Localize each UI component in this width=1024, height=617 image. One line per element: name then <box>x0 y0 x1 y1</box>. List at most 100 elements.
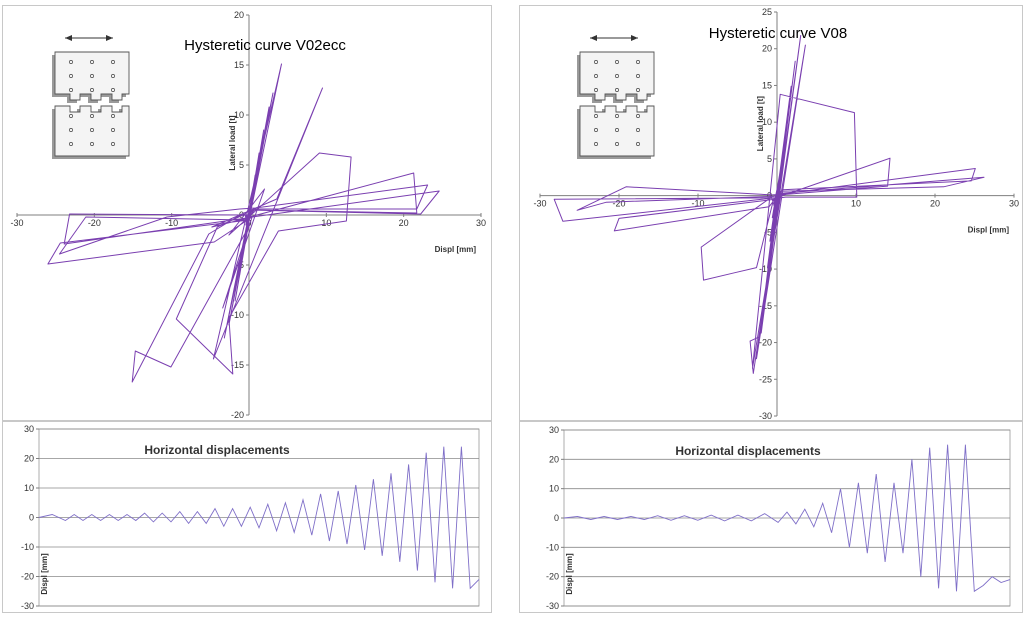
chart-title: Horizontal displacements <box>144 443 290 457</box>
specimen-pictogram <box>52 35 130 159</box>
right-hysteresis-chart: -30 -20 -10 0 10 20 30-30-25-20-15-10-50510152… <box>533 7 1019 421</box>
y-axis-label: Displ [mm] <box>565 553 574 595</box>
y-tick-label: 15 <box>234 60 244 70</box>
x-tick-label: 20 <box>399 218 409 228</box>
y-tick-label: -15 <box>231 360 244 370</box>
hysteresis-curve <box>47 63 440 383</box>
y-tick-label: 30 <box>24 424 34 434</box>
x-axis-label: Displ [mm] <box>435 245 477 254</box>
lower-plate <box>54 105 130 157</box>
bolt-hole <box>594 142 598 146</box>
bolt-hole <box>594 88 598 92</box>
y-tick-label: 20 <box>234 10 244 20</box>
bolt-hole <box>69 114 73 118</box>
y-axis-label: Displ [mm] <box>40 553 49 595</box>
bolt-hole <box>90 142 94 146</box>
y-tick-label: -10 <box>21 542 34 552</box>
x-axis-label: Displ [mm] <box>968 226 1010 235</box>
bolt-hole <box>111 88 115 92</box>
y-tick-label: -20 <box>759 338 772 348</box>
bolt-hole <box>90 128 94 132</box>
y-tick-label: -10 <box>546 542 559 552</box>
bolt-hole <box>111 142 115 146</box>
y-tick-label: 15 <box>762 80 772 90</box>
bolt-hole <box>636 88 640 92</box>
bolt-hole <box>594 114 598 118</box>
bolt-hole <box>615 88 619 92</box>
x-tick-label: -30 <box>533 199 546 209</box>
x-tick-label: 10 <box>851 199 861 209</box>
right-displacement-panel: -30 -20 -10 0 10 20 30 Horizontal displacements… <box>519 421 1023 613</box>
y-tick-label: -10 <box>231 310 244 320</box>
x-tick-label: -10 <box>691 199 704 209</box>
y-tick-label: -15 <box>759 301 772 311</box>
y-tick-label: -20 <box>21 572 34 582</box>
x-tick-label: -30 <box>10 218 23 228</box>
hysteresis-curve <box>553 35 985 374</box>
y-tick-label: 30 <box>549 425 559 435</box>
y-tick-label: 10 <box>24 483 34 493</box>
x-tick-label: -10 <box>165 218 178 228</box>
lower-plate <box>579 105 655 157</box>
bolt-hole <box>90 74 94 78</box>
bolt-hole <box>615 128 619 132</box>
bolt-hole <box>636 60 640 64</box>
bolt-hole <box>594 74 598 78</box>
y-tick-label: -30 <box>21 601 34 611</box>
chart-title: Horizontal displacements <box>675 444 821 458</box>
y-tick-label: 25 <box>762 7 772 17</box>
y-tick-label: -10 <box>759 264 772 274</box>
y-tick-label: 5 <box>239 160 244 170</box>
x-tick-label: 30 <box>476 218 486 228</box>
x-tick-label: 10 <box>321 218 331 228</box>
left-hysteresis-chart: -30 -20 -10 0 10 20 30-20-15-10-505101520Hyste… <box>10 10 486 420</box>
y-tick-label: 10 <box>762 117 772 127</box>
y-tick-label: 20 <box>24 454 34 464</box>
bolt-hole <box>594 128 598 132</box>
displacement-curve <box>38 446 480 590</box>
chart-title: Hysteretic curve V02ecc <box>184 37 346 54</box>
bolt-hole <box>636 114 640 118</box>
y-tick-label: -5 <box>764 227 772 237</box>
right-displacement-chart: -30 -20 -10 0 10 20 30 Horizontal displacements… <box>546 425 1011 611</box>
bolt-hole <box>90 60 94 64</box>
bolt-hole <box>636 142 640 146</box>
x-tick-label: 30 <box>1009 199 1019 209</box>
left-hysteresis-panel: -30 -20 -10 0 10 20 30 -20 -15 -10 -5 0 5 10 15 20 Hyste… <box>2 5 492 421</box>
y-tick-label: -25 <box>759 374 772 384</box>
upper-plate <box>579 51 655 101</box>
upper-plate <box>54 51 130 101</box>
y-tick-label: 10 <box>549 484 559 494</box>
bolt-hole <box>615 74 619 78</box>
specimen-pictogram <box>577 35 655 159</box>
bolt-hole <box>636 128 640 132</box>
y-tick-label: 0 <box>29 513 34 523</box>
y-axis-label: Lateral load [t] <box>228 115 237 170</box>
bolt-hole <box>69 74 73 78</box>
left-displacement-chart: -30 -20 -10 0 10 20 30 Horizontal displacements… <box>21 424 480 611</box>
bolt-hole <box>111 114 115 118</box>
chart-title: Hysteretic curve V08 <box>709 25 847 42</box>
y-tick-label: 20 <box>549 454 559 464</box>
y-tick-label: -30 <box>546 601 559 611</box>
right-hysteresis-panel: -30 -20 -10 0 10 20 30 -30 -25 -20 -15 -10 -5 0 5 10 15 2… <box>519 5 1023 421</box>
bolt-hole <box>615 60 619 64</box>
y-tick-label: -20 <box>546 572 559 582</box>
bolt-hole <box>69 142 73 146</box>
x-tick-label: 20 <box>930 199 940 209</box>
bolt-hole <box>615 142 619 146</box>
displacement-curve <box>563 444 1011 593</box>
y-tick-label: -30 <box>759 411 772 420</box>
bolt-hole <box>111 60 115 64</box>
y-tick-label: 10 <box>234 110 244 120</box>
bolt-hole <box>636 74 640 78</box>
bolt-hole <box>90 88 94 92</box>
x-tick-label: -20 <box>88 218 101 228</box>
bolt-hole <box>69 60 73 64</box>
bolt-hole <box>615 114 619 118</box>
left-displacement-panel: -30 -20 -10 0 10 20 30 Horizontal displacements… <box>2 421 492 613</box>
y-tick-label: 5 <box>767 154 772 164</box>
x-tick-label: -20 <box>612 199 625 209</box>
bolt-hole <box>90 114 94 118</box>
bolt-hole <box>111 74 115 78</box>
